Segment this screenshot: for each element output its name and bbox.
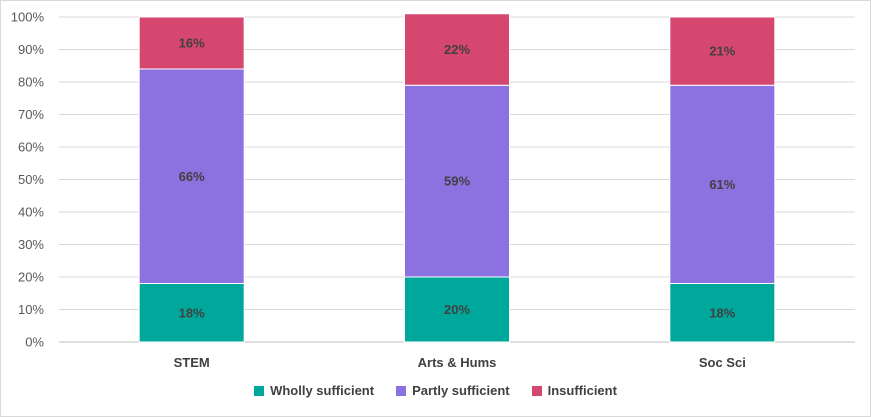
data-label: 20% xyxy=(444,302,470,317)
legend-item: Insufficient xyxy=(531,383,617,398)
data-label: 22% xyxy=(444,42,470,57)
y-tick-label: 60% xyxy=(18,140,44,155)
data-label: 21% xyxy=(709,44,735,59)
bar-segment xyxy=(669,283,776,343)
bar-segment xyxy=(669,16,776,86)
legend-item: Partly sufficient xyxy=(396,383,510,398)
legend-label: Partly sufficient xyxy=(412,383,510,398)
legend-swatch xyxy=(396,385,407,396)
x-category-label: STEM xyxy=(174,355,210,370)
y-tick-label: 20% xyxy=(18,270,44,285)
chart-legend: Wholly sufficient Partly sufficient Insuff… xyxy=(0,383,871,398)
data-label: 61% xyxy=(709,177,735,192)
y-tick-label: 70% xyxy=(18,107,44,122)
bar-segment xyxy=(404,13,510,86)
x-category-label: Arts & Hums xyxy=(418,355,497,370)
y-tick-label: 90% xyxy=(18,42,44,57)
bar-segment xyxy=(669,84,776,284)
data-label: 59% xyxy=(444,174,470,189)
bar-segment xyxy=(138,68,245,284)
bar-segment xyxy=(138,16,245,70)
x-category-label: Soc Sci xyxy=(699,355,746,370)
bar-segment xyxy=(138,283,245,343)
y-tick-label: 30% xyxy=(18,237,44,252)
legend-item: Wholly sufficient xyxy=(254,383,374,398)
legend-swatch xyxy=(531,385,542,396)
bar-segment xyxy=(404,84,510,278)
data-label: 18% xyxy=(179,305,205,320)
y-tick-label: 50% xyxy=(18,172,44,187)
legend-swatch xyxy=(254,385,265,396)
data-label: 18% xyxy=(709,305,735,320)
legend-label: Insufficient xyxy=(547,383,617,398)
data-label: 16% xyxy=(179,36,205,51)
y-tick-label: 0% xyxy=(25,335,44,350)
y-tick-label: 40% xyxy=(18,205,44,220)
bar-segment xyxy=(404,276,510,343)
y-tick-label: 80% xyxy=(18,75,44,90)
legend-label: Wholly sufficient xyxy=(270,383,375,398)
y-tick-label: 100% xyxy=(11,10,45,25)
y-tick-label: 10% xyxy=(18,302,44,317)
data-label: 66% xyxy=(179,169,205,184)
